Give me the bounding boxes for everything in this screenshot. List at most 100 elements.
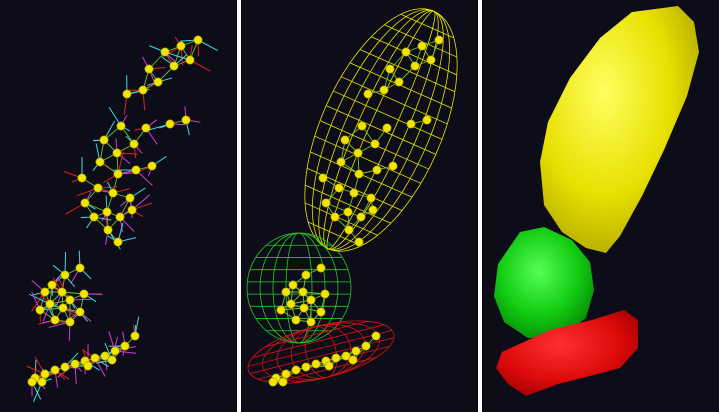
- point-node: [426, 55, 436, 65]
- wire-line: [265, 320, 368, 348]
- wire-line: [305, 184, 391, 224]
- point-node: [131, 165, 141, 175]
- point-node: [306, 295, 316, 305]
- point-node: [70, 359, 80, 369]
- point-node: [318, 173, 328, 183]
- wire-line: [340, 76, 448, 125]
- wire-line: [314, 135, 422, 184]
- point-node: [321, 198, 331, 208]
- point-node: [90, 353, 100, 363]
- yellow-wire-hull: [304, 8, 458, 252]
- point-node: [27, 377, 37, 387]
- point-node: [394, 77, 404, 87]
- point-node: [417, 41, 427, 51]
- point-node: [281, 369, 291, 379]
- red-wire-hull: [247, 320, 395, 384]
- point-node: [361, 341, 371, 351]
- wire-line: [246, 232, 352, 344]
- point-node: [371, 331, 381, 341]
- point-node: [316, 263, 326, 273]
- point-node: [348, 355, 358, 365]
- point-node: [353, 148, 363, 158]
- wire-line: [359, 49, 456, 93]
- point-node: [116, 121, 126, 131]
- point-node: [330, 212, 340, 222]
- point-node: [357, 121, 367, 131]
- point-node: [331, 353, 341, 363]
- point-node: [57, 287, 67, 297]
- point-node: [102, 207, 112, 217]
- point-node: [75, 263, 85, 273]
- point-node: [65, 317, 75, 327]
- point-node: [422, 115, 432, 125]
- point-node: [60, 270, 70, 280]
- point-node: [141, 123, 151, 133]
- point-node: [100, 351, 110, 361]
- point-node: [316, 307, 326, 317]
- point-node: [301, 362, 311, 372]
- point-node: [160, 47, 170, 57]
- point-node: [122, 89, 132, 99]
- point-node: [65, 295, 75, 305]
- wire-line: [384, 24, 458, 58]
- green-surface: [494, 227, 594, 338]
- wire-line: [249, 337, 395, 374]
- point-node: [406, 119, 416, 129]
- point-node: [95, 157, 105, 167]
- point-node: [99, 135, 109, 145]
- point-node: [113, 237, 123, 247]
- point-node: [125, 193, 135, 203]
- point-node: [130, 331, 140, 341]
- point-node: [366, 193, 376, 203]
- point-node: [40, 287, 50, 297]
- point-node: [311, 359, 321, 369]
- wireframe-svg: [246, 8, 458, 387]
- point-node: [341, 351, 351, 361]
- point-node: [103, 225, 113, 235]
- point-node: [286, 299, 296, 309]
- point-node: [370, 139, 380, 149]
- point-node: [193, 35, 203, 45]
- point-node: [60, 362, 70, 372]
- point-node: [169, 61, 179, 71]
- point-node: [77, 173, 87, 183]
- point-node: [127, 205, 137, 215]
- point-node: [356, 212, 366, 222]
- wire-line: [333, 90, 443, 140]
- point-node: [37, 377, 47, 387]
- point-node: [281, 287, 291, 297]
- point-node: [153, 77, 163, 87]
- point-node: [107, 355, 117, 365]
- red-surface: [496, 310, 638, 396]
- wire-line: [274, 356, 377, 384]
- point-node: [343, 207, 353, 217]
- point-node: [368, 205, 378, 215]
- point-node: [291, 315, 301, 325]
- point-node: [40, 369, 50, 379]
- point-node: [298, 287, 308, 297]
- wire-line: [259, 232, 339, 344]
- wire-line: [252, 324, 385, 358]
- point-node: [181, 115, 191, 125]
- point-node: [291, 365, 301, 375]
- point-node: [138, 85, 148, 95]
- wire-line: [371, 36, 457, 76]
- point-node: [340, 135, 350, 145]
- shaded-surfaces-svg: [494, 6, 699, 396]
- point-node: [354, 169, 364, 179]
- point-node: [363, 89, 373, 99]
- point-node: [354, 237, 364, 247]
- point-node: [320, 289, 330, 299]
- wire-line: [304, 8, 458, 252]
- point-node: [89, 212, 99, 222]
- point-node: [47, 280, 57, 290]
- point-node: [50, 315, 60, 325]
- point-node: [112, 148, 122, 158]
- point-node: [379, 85, 389, 95]
- point-node: [372, 165, 382, 175]
- point-node: [344, 225, 354, 235]
- point-node: [79, 289, 89, 299]
- point-node: [306, 317, 316, 327]
- point-node: [334, 183, 344, 193]
- point-node: [278, 377, 288, 387]
